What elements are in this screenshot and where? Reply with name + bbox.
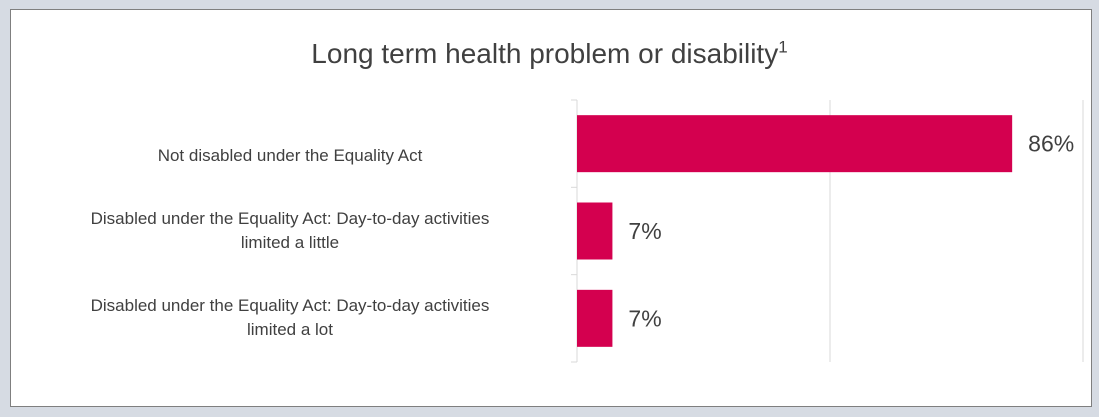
data-label-2: 7%: [628, 218, 661, 244]
bar-2: [577, 202, 613, 260]
chart-title-text: Long term health problem or disability: [311, 38, 779, 69]
chart-title-footnote: 1: [778, 37, 788, 57]
category-label-line: Disabled under the Equality Act: Day-to-…: [90, 209, 490, 228]
bar-1: [577, 115, 1013, 173]
category-label-line: Not disabled under the Equality Act: [157, 145, 423, 165]
category-label-2: Disabled under the Equality Act: Day-to-…: [25, 207, 555, 255]
category-label-1: Not disabled under the Equality Act: [25, 144, 555, 168]
category-label-3: Disabled under the Equality Act: Day-to-…: [25, 294, 555, 342]
category-label-line: Disabled under the Equality Act: Day-to-…: [90, 296, 490, 316]
category-label-line: limited a lot: [247, 320, 333, 340]
data-label-3: 7%: [628, 305, 661, 331]
data-label-1: 86%: [1028, 131, 1074, 157]
chart-panel: [10, 9, 1092, 407]
category-label-line: limited a little: [240, 233, 340, 252]
bar-3: [577, 289, 613, 347]
chart-title: Long term health problem or disability1: [0, 38, 1099, 70]
